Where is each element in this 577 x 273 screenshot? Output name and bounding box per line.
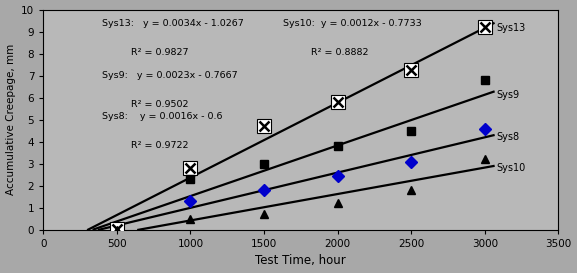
Text: R² = 0.9502: R² = 0.9502	[131, 100, 188, 109]
Text: Sys13: Sys13	[497, 23, 526, 33]
Text: Sys9: Sys9	[497, 90, 520, 100]
Text: Sys10:  y = 0.0012x - 0.7733: Sys10: y = 0.0012x - 0.7733	[283, 19, 422, 28]
Text: Sys10: Sys10	[497, 163, 526, 173]
Text: R² = 0.9827: R² = 0.9827	[131, 48, 188, 57]
Text: R² = 0.8882: R² = 0.8882	[311, 48, 369, 57]
Text: Sys9:   y = 0.0023x - 0.7667: Sys9: y = 0.0023x - 0.7667	[103, 71, 238, 80]
Text: Sys8:    y = 0.0016x - 0.6: Sys8: y = 0.0016x - 0.6	[103, 112, 223, 121]
Text: Sys13:   y = 0.0034x - 1.0267: Sys13: y = 0.0034x - 1.0267	[103, 19, 244, 28]
Text: R² = 0.9722: R² = 0.9722	[131, 141, 188, 150]
X-axis label: Test Time, hour: Test Time, hour	[256, 254, 346, 268]
Y-axis label: Accumulative Creepage, mm: Accumulative Creepage, mm	[6, 44, 16, 195]
Text: Sys8: Sys8	[497, 132, 520, 142]
